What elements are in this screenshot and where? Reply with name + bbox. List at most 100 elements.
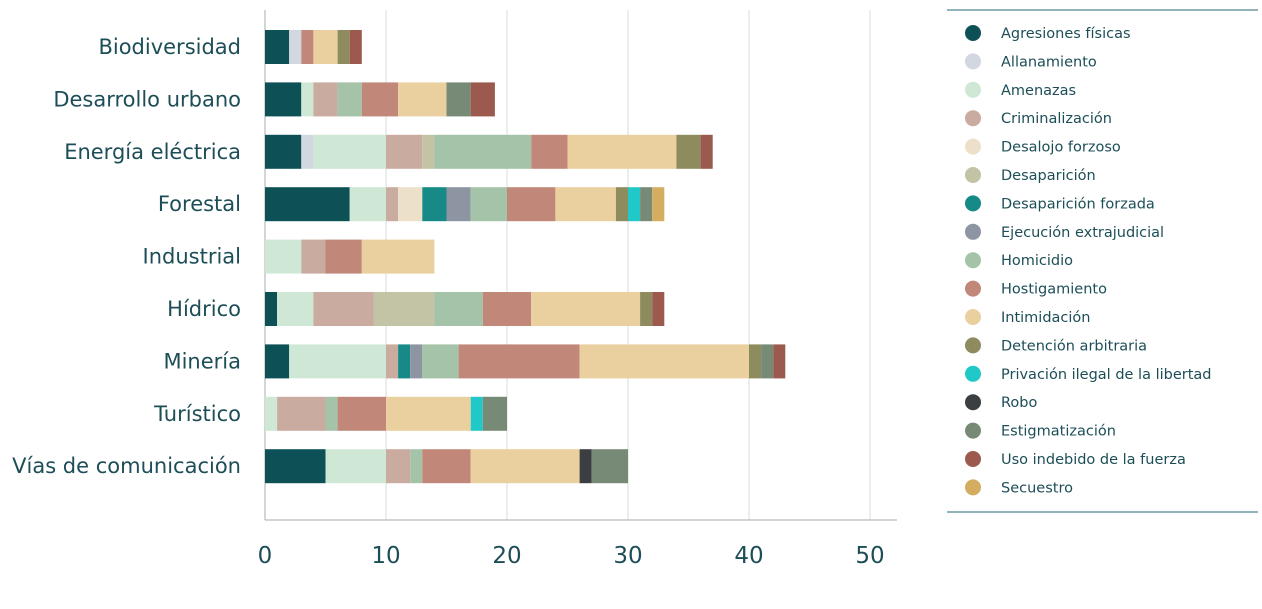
bar-segment — [265, 344, 290, 379]
bar-segment — [277, 396, 326, 431]
category-labels: Biodiversidad Desarrollo urbano Energía el… — [12, 35, 241, 478]
bar-segment — [700, 134, 713, 169]
legend-entry-label: Amenazas — [1001, 83, 1076, 99]
legend-swatch — [965, 138, 981, 155]
legend-entry-label: Intimidación — [1001, 310, 1091, 326]
category-label: Turístico — [153, 402, 241, 426]
bar-segment — [410, 344, 423, 379]
bar-segment — [265, 239, 302, 274]
bar-segment — [361, 239, 435, 274]
legend-entry-label: Uso indebido de la fuerza — [1001, 452, 1186, 468]
legend-entry-label: Homicidio — [1001, 253, 1073, 269]
bar-segment — [265, 396, 278, 431]
bar-segment — [313, 82, 338, 117]
bar-segment — [422, 449, 471, 484]
bar-segment — [361, 82, 399, 117]
legend-entry-label: Privación ilegal de la libertad — [1001, 367, 1212, 383]
legend-entry-label: Estigmatización — [1001, 424, 1116, 440]
bar-segment — [579, 449, 592, 484]
bar-segment — [482, 292, 532, 326]
bar-segment — [265, 82, 302, 117]
category-label: Industrial — [143, 245, 242, 269]
bar-segment — [301, 134, 314, 169]
bar-segment — [628, 187, 641, 222]
legend-swatch — [965, 223, 981, 240]
legend-swatch — [965, 337, 981, 354]
bar-segment — [386, 449, 411, 484]
bar-segment — [422, 134, 435, 169]
legend-swatch — [965, 309, 981, 325]
bar-segment — [277, 292, 314, 326]
bar-segment — [265, 134, 302, 169]
bar-segment — [313, 134, 386, 169]
category-label: Energía eléctrica — [64, 140, 241, 164]
legend-swatch — [965, 394, 981, 411]
legend-swatch — [965, 110, 981, 127]
bar-segment — [567, 134, 677, 169]
bar-segment — [446, 82, 471, 117]
bar-segment — [398, 187, 423, 222]
bar-segment — [531, 292, 641, 326]
bar-segment — [470, 82, 495, 117]
bar-segment — [640, 292, 653, 326]
bar-segment — [386, 344, 399, 379]
legend-swatch — [965, 252, 981, 269]
bar-segment — [749, 344, 762, 379]
bar-segment — [398, 344, 411, 379]
legend: Agresiones físicas Allanamiento Amenazas Cr… — [947, 9, 1258, 513]
legend-entry-label: Robo — [1001, 395, 1037, 411]
bar-segment — [507, 187, 556, 222]
bar-segment — [265, 449, 326, 484]
bar-segment — [761, 344, 774, 379]
bar-segment — [265, 30, 290, 64]
legend-entry-label: Hostigamiento — [1001, 282, 1107, 298]
legend-swatch — [965, 25, 981, 41]
category-label: Biodiversidad — [98, 35, 241, 59]
bar-segment — [591, 449, 628, 484]
legend-swatch — [965, 451, 981, 467]
bar-segment — [446, 187, 471, 222]
legend-entry-label: Desaparición — [1001, 168, 1096, 184]
legend-entry-label: Detención arbitraria — [1001, 338, 1147, 354]
bar-segment — [676, 134, 701, 169]
bar-segment — [640, 187, 653, 222]
bar-segment — [325, 396, 338, 431]
category-label: Forestal — [158, 192, 241, 216]
bar-segment — [373, 292, 435, 326]
bar-segment — [386, 134, 423, 169]
bar-segment — [579, 344, 749, 379]
bar-segment — [301, 82, 314, 117]
bar-segment — [325, 449, 386, 484]
bar-segment — [301, 239, 326, 274]
bar-segment — [313, 30, 338, 64]
bar-segment — [531, 134, 568, 169]
legend-entry-label: Ejecución extrajudicial — [1001, 225, 1164, 241]
bar-segment — [482, 396, 507, 431]
legend-swatch — [965, 53, 981, 70]
legend-entry-label: Secuestro — [1001, 480, 1073, 496]
bar-segment — [422, 344, 459, 379]
bar-segment — [652, 187, 665, 222]
bar-segment — [349, 30, 362, 64]
bar-segment — [470, 396, 483, 431]
x-tick-label: 10 — [371, 543, 400, 569]
bar-segment — [386, 187, 399, 222]
bar-segment — [265, 292, 278, 326]
bar-segment — [470, 187, 507, 222]
legend-swatch — [965, 479, 981, 496]
category-label: Hídrico — [167, 297, 241, 321]
bar-segment — [386, 396, 471, 431]
bar-segment — [458, 344, 580, 379]
bar-segment — [337, 30, 350, 64]
x-tick-label: 50 — [855, 543, 884, 569]
bar-segment — [265, 187, 350, 222]
bar-segment — [773, 344, 786, 379]
bar-segment — [470, 449, 580, 484]
bar-segment — [434, 292, 483, 326]
legend-entry-label: Agresiones físicas — [1001, 26, 1131, 42]
x-tick-label: 20 — [492, 543, 521, 569]
legend-swatch — [965, 195, 981, 212]
category-label: Minería — [163, 349, 241, 373]
bar-segment — [422, 187, 447, 222]
